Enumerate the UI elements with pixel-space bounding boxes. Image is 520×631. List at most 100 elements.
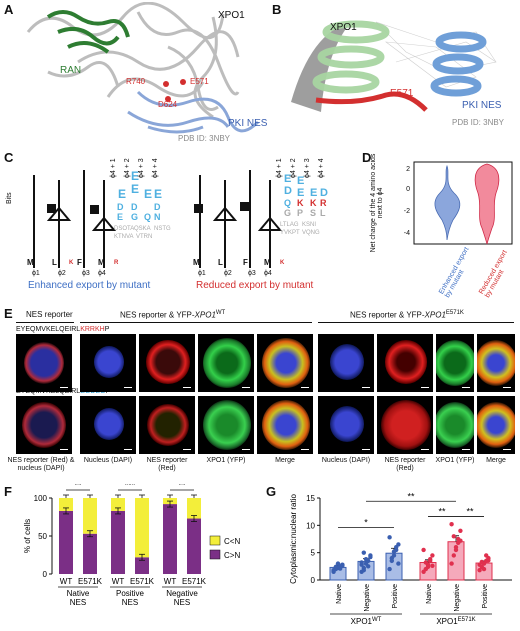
seq1-positive: KRRKH: [80, 326, 105, 333]
phi-after-4-right: ϕ4 + 4: [318, 158, 325, 178]
g-data-point: [458, 528, 463, 533]
g-data-point: [486, 558, 491, 563]
f-legend-label: C>N: [224, 551, 240, 560]
g-data-point: [453, 547, 459, 553]
phi1-right: ϕ1: [198, 270, 206, 277]
g-data-point: [421, 547, 426, 553]
panel-a-ran-label: RAN: [60, 65, 82, 76]
panel-g-ratio-chart: 0 5 10 15 Cytoplasmic:nuclear ratio Native Neg…: [289, 491, 512, 626]
micrograph-row2-mut-yfp: [436, 396, 474, 454]
violin-reduced: [474, 163, 500, 245]
g-data-point: [331, 567, 336, 573]
phi-after-3-left: ϕ4 + 3: [138, 158, 145, 178]
g-sig-label: **: [466, 507, 474, 517]
g-data-point: [368, 553, 373, 558]
violin-ytick-0: 0: [406, 186, 410, 193]
svg-text:K: K: [297, 198, 304, 208]
panel-a-pdb-label: PDB ID: 3NBY: [178, 134, 231, 143]
svg-text:D: D: [320, 187, 328, 199]
svg-text:E: E: [144, 187, 152, 201]
g-sig-label: **: [438, 507, 446, 517]
g-data-point: [335, 561, 341, 566]
f-bar-cltn: [187, 498, 201, 519]
panel-e-header-wt-sup: WT: [215, 310, 226, 316]
micrograph-row1-wt-merge: [257, 334, 313, 392]
g-data-point: [361, 550, 366, 555]
svg-text:D: D: [154, 202, 161, 212]
svg-text:F: F: [77, 258, 82, 267]
svg-text:R: R: [114, 260, 119, 266]
g-group-label: XPO1WT: [351, 617, 382, 626]
caption-mut-red: NES reporter (Red): [384, 457, 426, 472]
svg-text:E: E: [284, 173, 291, 185]
svg-text:E: E: [118, 187, 126, 201]
caption-wt-red: NES reporter (Red): [146, 457, 188, 472]
svg-text:DSOTA: DSOTA: [114, 226, 134, 232]
panel-c-ylabel: Bits: [6, 192, 13, 204]
f-bar-cgtn: [83, 533, 97, 574]
f-xtick-label: WT: [60, 577, 73, 586]
g-data-point: [479, 559, 484, 565]
panel-e-seq-positive: EYEQMVKELQEIRLKRRKHP: [16, 326, 109, 333]
panel-e-header-mut-b: XPO1: [424, 310, 446, 320]
g-xtick-label: Native: [336, 584, 343, 604]
f-legend-swatch: [209, 535, 221, 546]
caption-wt-yfp: XPO1 (YFP): [206, 457, 246, 464]
svg-text:G: G: [131, 212, 138, 222]
svg-text:M: M: [193, 258, 200, 267]
panel-d-label: D: [362, 150, 372, 165]
g-bar: [447, 541, 465, 581]
panel-d-violin: 2 0 -2 -4: [404, 161, 513, 245]
f-bar-cgtn: [135, 557, 149, 574]
g-data-point: [425, 564, 431, 570]
svg-text:QSKA: QSKA: [134, 226, 151, 232]
f-bar-cgtn: [163, 504, 177, 574]
g-data-point: [451, 534, 456, 539]
svg-text:VQNG: VQNG: [302, 230, 320, 236]
svg-text:E: E: [297, 175, 304, 187]
g-data-point: [333, 564, 338, 570]
svg-text:M: M: [98, 258, 105, 267]
g-xtick-label: Negative: [454, 584, 461, 612]
micrograph-row1-wt-red: [139, 334, 195, 392]
micrograph-row1-mut-merge: [477, 334, 515, 392]
f-sig-label: ***: [125, 484, 136, 490]
g-data-point: [449, 561, 454, 566]
f-group-label: Native: [67, 589, 90, 598]
seq1-main: EYEQMVKELQEIRL: [16, 326, 81, 333]
g-data-point: [366, 564, 371, 569]
g-ytick-label: 10: [306, 521, 315, 530]
f-xtick-label: WT: [164, 577, 177, 586]
panel-e-header-mut-a: NES reporter & YFP-: [350, 310, 425, 320]
g-data-point: [484, 553, 489, 558]
panel-f-stacked-bar-chart: 0 50 100 % of cells WT E571K WT E571K WT E571K Nat…: [23, 484, 240, 607]
panel-a-structure: [26, 2, 260, 134]
f-xtick-label: WT: [112, 577, 125, 586]
seq1-end: P: [104, 326, 110, 333]
f-bar-cgtn: [111, 510, 125, 574]
f-bar-cgtn: [187, 518, 201, 574]
svg-text:Q: Q: [144, 212, 151, 222]
svg-text:S: S: [310, 208, 316, 218]
svg-text:NSTG: NSTG: [154, 226, 171, 232]
f-bar-cltn: [135, 498, 149, 558]
g-data-point: [394, 545, 399, 550]
panel-c-enhanced-caption: Enhanced export by mutant: [28, 280, 151, 291]
micrograph-row2-wt-red: [139, 396, 195, 454]
phi2-left: ϕ2: [58, 270, 66, 277]
g-data-point: [387, 566, 392, 572]
f-group-label: Negative: [166, 589, 198, 598]
micrograph-row1-mut-yfp: [436, 334, 474, 392]
panel-a-label: A: [4, 2, 14, 17]
phi2-right: ϕ2: [224, 270, 232, 277]
svg-text:K: K: [310, 198, 317, 208]
micrograph-row1-wt-yfp: [198, 334, 254, 392]
f-xtick-label: E571K: [130, 577, 155, 586]
g-ytick-label: 5: [311, 549, 316, 558]
panel-c-reduced-caption: Reduced export by mutant: [196, 280, 314, 291]
phi1-left: ϕ1: [32, 270, 40, 277]
g-data-point: [359, 560, 364, 565]
panel-e-header-mut-sup: E571K: [445, 310, 464, 316]
svg-text:L: L: [52, 258, 57, 267]
svg-text:M: M: [27, 258, 34, 267]
